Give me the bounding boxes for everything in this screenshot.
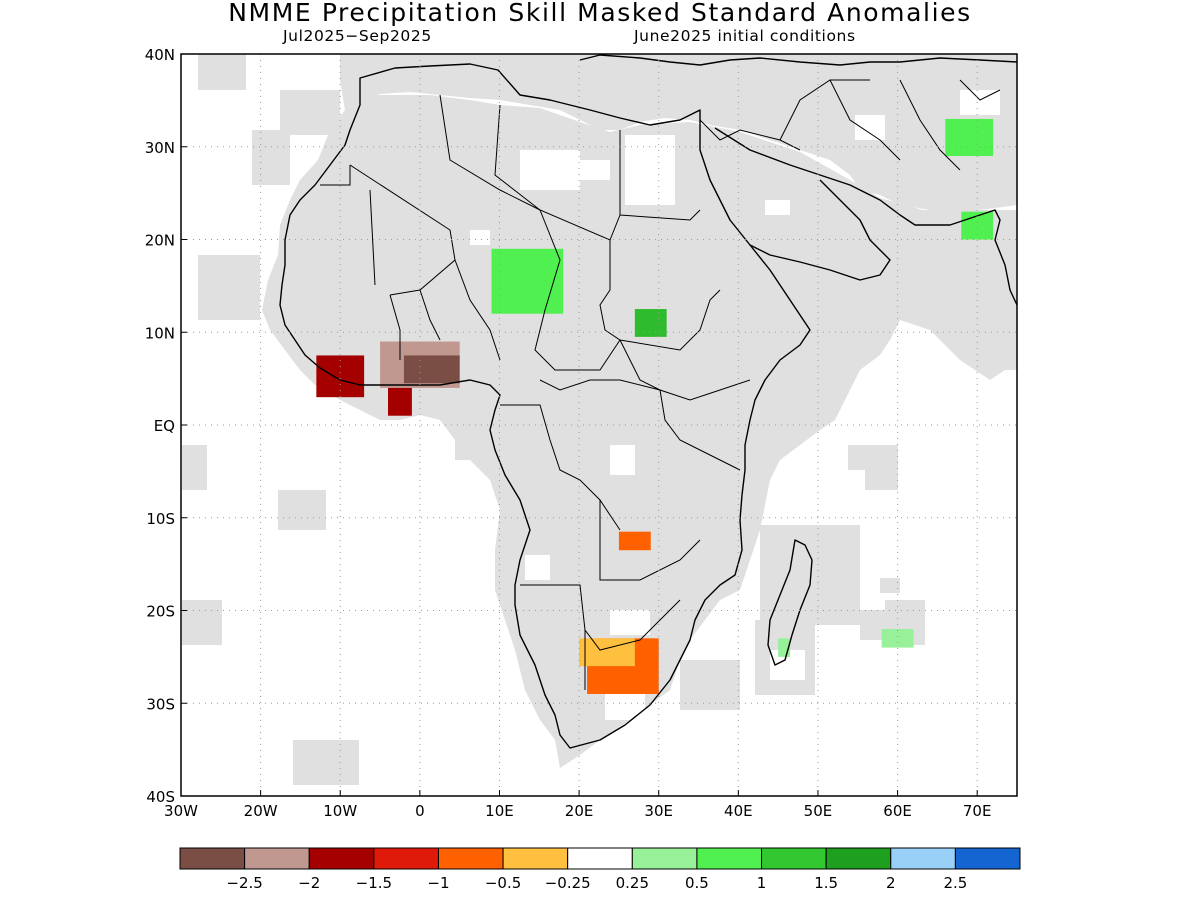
colorbar-swatch xyxy=(696,847,763,870)
lat-tick-label: 10S xyxy=(146,510,175,528)
colorbar-label: 0.25 xyxy=(616,874,649,892)
anomaly-zambia-dry xyxy=(618,531,651,551)
lat-tick-label: EQ xyxy=(154,417,175,435)
map-title: NMME Precipitation Skill Masked Standard… xyxy=(228,0,972,27)
gridlines xyxy=(181,54,1017,796)
initial-conditions-label: June2025 initial conditions xyxy=(634,27,856,45)
lon-tick-label: 20E xyxy=(565,802,594,820)
anomaly-layer xyxy=(316,118,994,694)
lat-tick-label: 20S xyxy=(146,603,175,621)
anomaly-mascarene-wet xyxy=(881,629,914,648)
colorbar-label: −2.5 xyxy=(226,874,262,892)
colorbar-label: −0.25 xyxy=(545,874,591,892)
colorbar-swatch xyxy=(179,847,246,870)
lon-tick-label: 10E xyxy=(485,802,514,820)
colorbar-label: 1.5 xyxy=(814,874,838,892)
colorbar-label: −0.5 xyxy=(485,874,521,892)
coastlines xyxy=(279,54,1017,749)
colorbar-label: 0.5 xyxy=(685,874,709,892)
colorbar-swatch xyxy=(244,847,310,870)
colorbar-legend: −2.5 −2 −1.5 −1 −0.5 −0.25 0.25 0.5 1 1.5 2 2.5 xyxy=(179,847,1021,892)
lat-tick-label: 20N xyxy=(145,232,175,250)
colorbar-swatch xyxy=(502,847,569,870)
colorbar-swatch xyxy=(373,847,439,870)
anomaly-guinea-coast-core xyxy=(403,355,460,384)
colorbar-label: 2 xyxy=(886,874,896,892)
lat-tick-label: 40S xyxy=(146,788,175,806)
anomaly-pakistan-wet xyxy=(945,118,994,157)
colorbar-swatch xyxy=(437,847,504,870)
colorbar-label: −2 xyxy=(298,874,320,892)
masked-area xyxy=(182,54,1017,785)
borders xyxy=(320,79,1001,690)
lon-tick-label: 0 xyxy=(415,802,425,820)
anomaly-madagascar-wet xyxy=(778,638,791,657)
lon-tick-label: 10W xyxy=(323,802,357,820)
lat-tick-label: 30S xyxy=(146,695,175,713)
colorbar-label: −1.5 xyxy=(356,874,392,892)
lon-tick-label: 30E xyxy=(644,802,673,820)
colorbar-swatch xyxy=(954,847,1021,870)
colorbar-label: 1 xyxy=(757,874,767,892)
anomaly-ghana-dry xyxy=(388,387,412,416)
lon-tick-label: 50E xyxy=(804,802,833,820)
lon-tick-label: 40E xyxy=(724,802,753,820)
lon-tick-label: 70E xyxy=(963,802,992,820)
lon-tick-label: 20W xyxy=(244,802,278,820)
lat-tick-label: 30N xyxy=(145,139,175,157)
lon-tick-label: 30W xyxy=(164,802,198,820)
colorbar-swatch xyxy=(631,847,698,870)
colorbar-swatch xyxy=(308,847,375,870)
axis-ticks: 30W 20W 10W 0 10E 20E 30E 40E 50E 60E 70E 40N 30N 20N… xyxy=(145,46,992,820)
colorbar-label: 2.5 xyxy=(943,874,967,892)
lat-tick-label: 40N xyxy=(145,46,175,64)
colorbar-swatch xyxy=(890,847,956,870)
lon-tick-label: 60E xyxy=(883,802,912,820)
colorbar-label: −1 xyxy=(427,874,449,892)
colorbar-swatch xyxy=(567,847,633,870)
anomaly-botswana-dry xyxy=(579,638,635,667)
lat-tick-label: 10N xyxy=(145,324,175,342)
colorbar-swatch xyxy=(825,847,892,870)
season-label: Jul2025−Sep2025 xyxy=(283,27,432,45)
colorbar-swatch xyxy=(761,847,827,870)
anomaly-lake-chad-wet xyxy=(491,248,564,314)
